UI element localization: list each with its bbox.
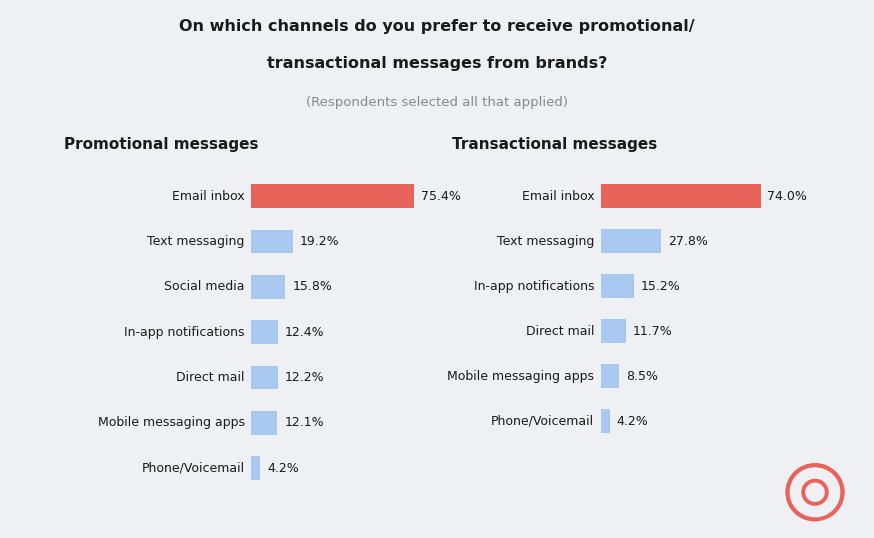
Text: 19.2%: 19.2% xyxy=(300,235,339,248)
Text: 4.2%: 4.2% xyxy=(267,462,299,475)
Bar xyxy=(601,185,760,208)
Text: Email inbox: Email inbox xyxy=(172,190,245,203)
Bar xyxy=(252,411,277,435)
Text: Promotional messages: Promotional messages xyxy=(65,137,259,152)
Text: Mobile messaging apps: Mobile messaging apps xyxy=(447,370,594,383)
Bar xyxy=(601,229,661,253)
Text: Text messaging: Text messaging xyxy=(147,235,245,248)
Text: Social media: Social media xyxy=(164,280,245,293)
Text: 12.1%: 12.1% xyxy=(284,416,324,429)
Text: Direct mail: Direct mail xyxy=(525,324,594,337)
Text: Mobile messaging apps: Mobile messaging apps xyxy=(98,416,245,429)
Text: In-app notifications: In-app notifications xyxy=(124,325,245,339)
Text: Transactional messages: Transactional messages xyxy=(453,137,657,152)
Text: 11.7%: 11.7% xyxy=(633,324,673,337)
Bar xyxy=(252,185,414,208)
Text: 12.2%: 12.2% xyxy=(284,371,324,384)
Text: 15.8%: 15.8% xyxy=(292,280,332,293)
Text: Phone/Voicemail: Phone/Voicemail xyxy=(491,415,594,428)
Bar xyxy=(601,320,626,343)
Bar xyxy=(252,275,286,299)
Bar xyxy=(252,366,278,390)
Text: 15.2%: 15.2% xyxy=(641,280,680,293)
Text: 12.4%: 12.4% xyxy=(285,325,324,339)
Bar xyxy=(252,230,293,253)
Bar xyxy=(252,456,260,480)
Text: 4.2%: 4.2% xyxy=(617,415,649,428)
Bar xyxy=(601,409,610,433)
Text: 8.5%: 8.5% xyxy=(626,370,658,383)
Bar xyxy=(601,274,634,298)
Text: Phone/Voicemail: Phone/Voicemail xyxy=(142,462,245,475)
Text: 27.8%: 27.8% xyxy=(668,235,708,247)
Text: Text messaging: Text messaging xyxy=(496,235,594,247)
Bar xyxy=(252,321,278,344)
Text: In-app notifications: In-app notifications xyxy=(474,280,594,293)
Text: transactional messages from brands?: transactional messages from brands? xyxy=(267,56,607,72)
Text: Email inbox: Email inbox xyxy=(522,189,594,202)
Text: On which channels do you prefer to receive promotional/: On which channels do you prefer to recei… xyxy=(179,19,695,34)
Bar xyxy=(601,364,620,388)
Text: 74.0%: 74.0% xyxy=(767,189,808,202)
Text: (Respondents selected all that applied): (Respondents selected all that applied) xyxy=(306,96,568,109)
Text: 75.4%: 75.4% xyxy=(421,190,461,203)
Text: Direct mail: Direct mail xyxy=(176,371,245,384)
